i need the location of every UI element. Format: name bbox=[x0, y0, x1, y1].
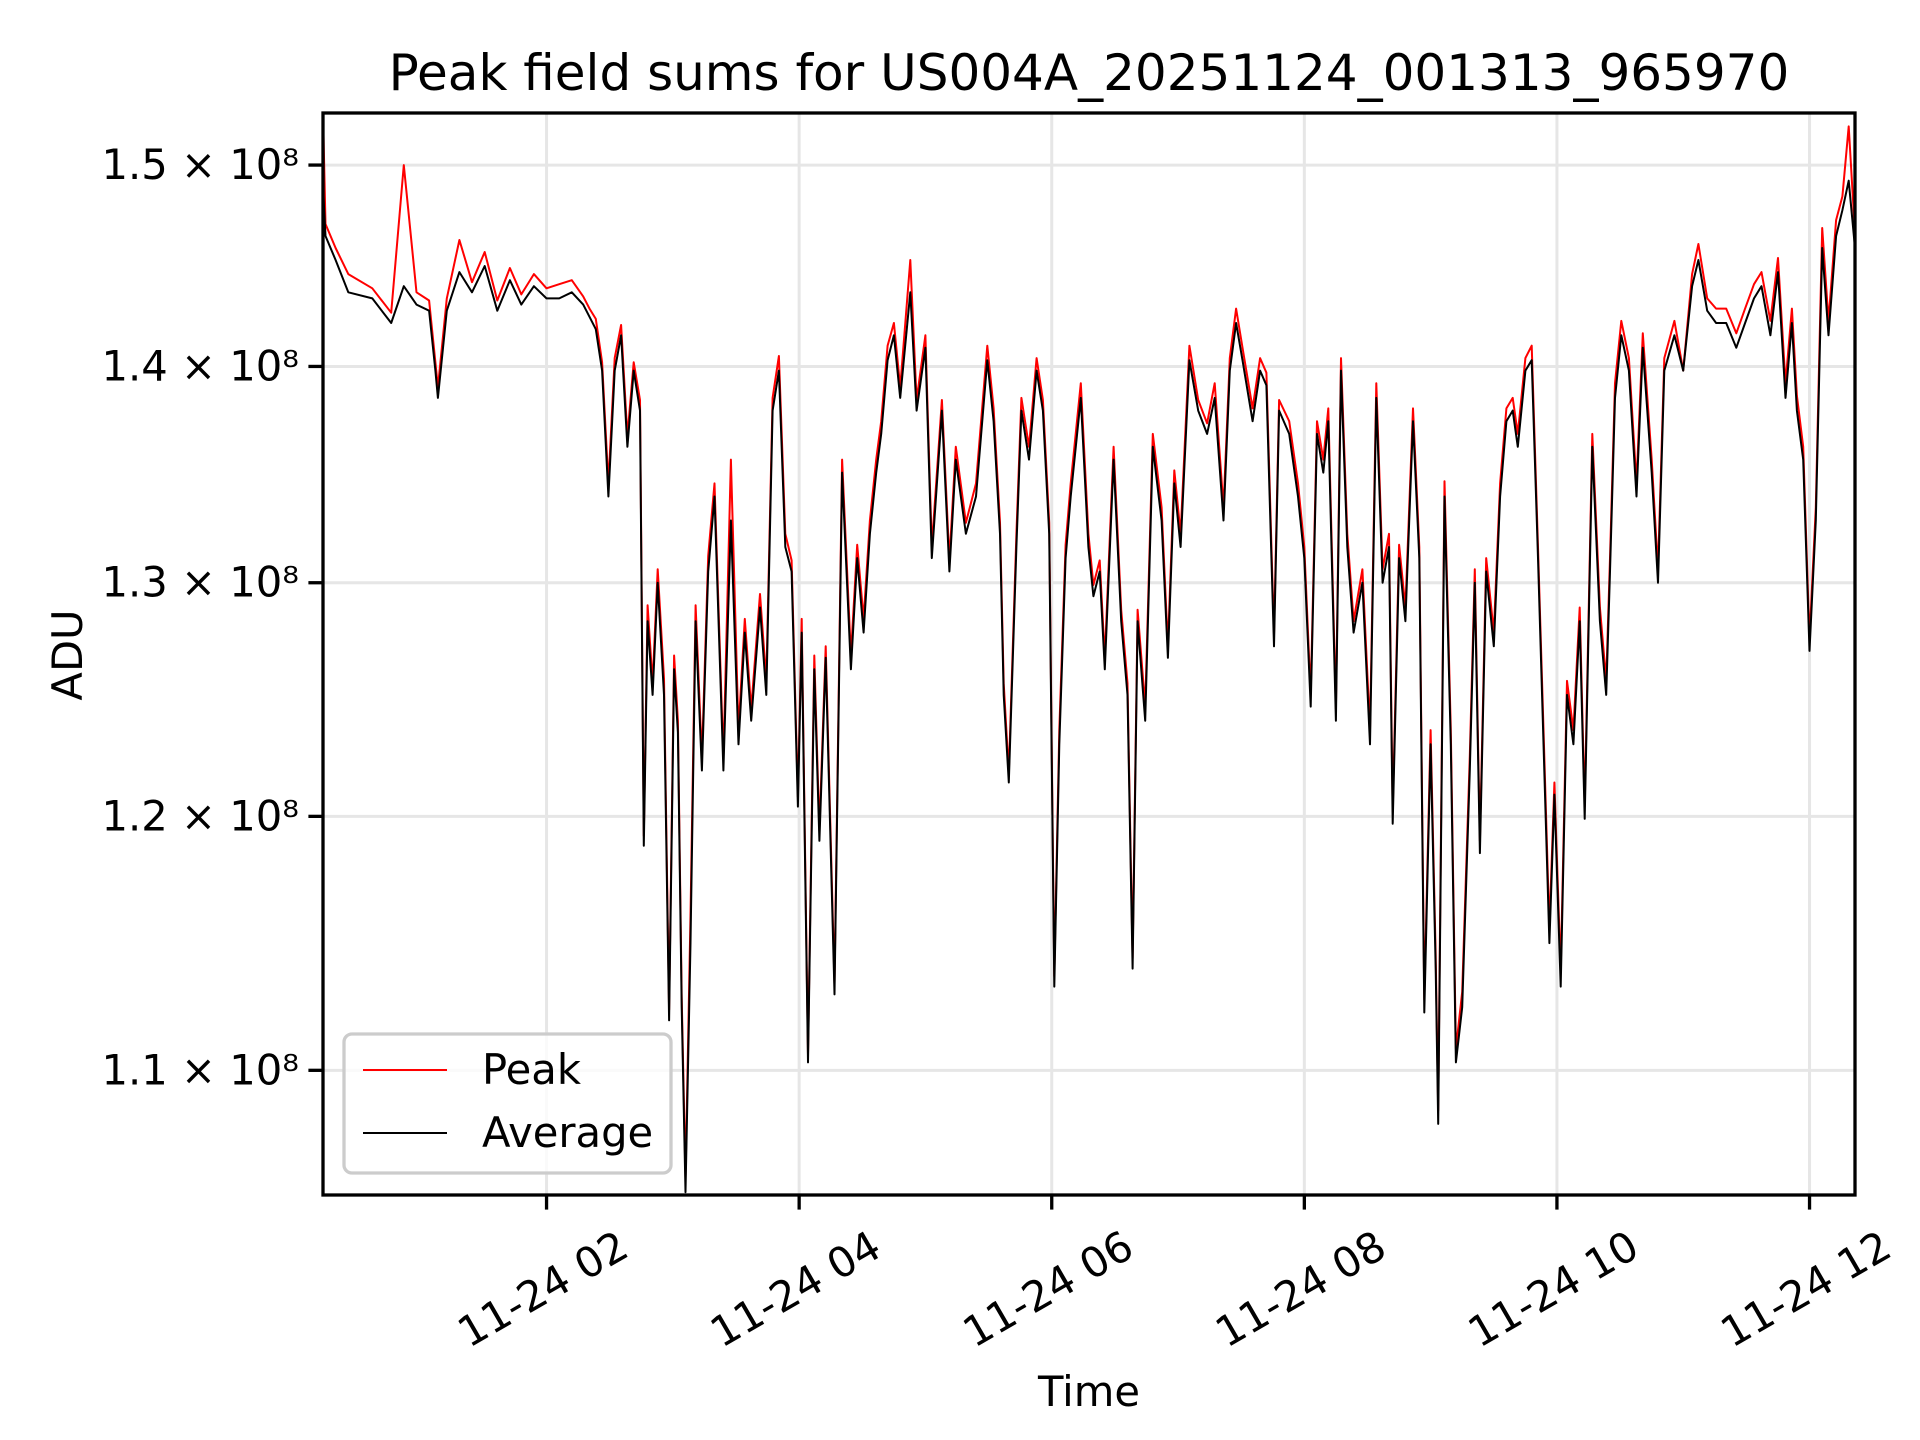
plot-area bbox=[323, 113, 1855, 1195]
axes-frame bbox=[321, 111, 1857, 1197]
legend: Peak Average bbox=[342, 1032, 673, 1175]
y-tick-label: 1.3 × 10⁸ bbox=[102, 558, 300, 607]
legend-peak-label: Peak bbox=[482, 1045, 582, 1094]
series-group bbox=[323, 113, 1855, 1194]
y-tick-label: 1.1 × 10⁸ bbox=[102, 1045, 300, 1094]
chart-title: Peak field sums for US004A_20251124_0013… bbox=[389, 44, 1790, 102]
x-axis-label: Time bbox=[1037, 1367, 1140, 1416]
series-line-average bbox=[323, 179, 1855, 1194]
legend-box bbox=[342, 1032, 673, 1175]
y-axis-label: ADU bbox=[43, 609, 92, 700]
legend-average-label: Average bbox=[482, 1108, 653, 1157]
y-tick-label: 1.2 × 10⁸ bbox=[102, 791, 300, 840]
y-tick-label: 1.5 × 10⁸ bbox=[102, 140, 300, 189]
y-tick-label: 1.4 × 10⁸ bbox=[102, 341, 300, 390]
